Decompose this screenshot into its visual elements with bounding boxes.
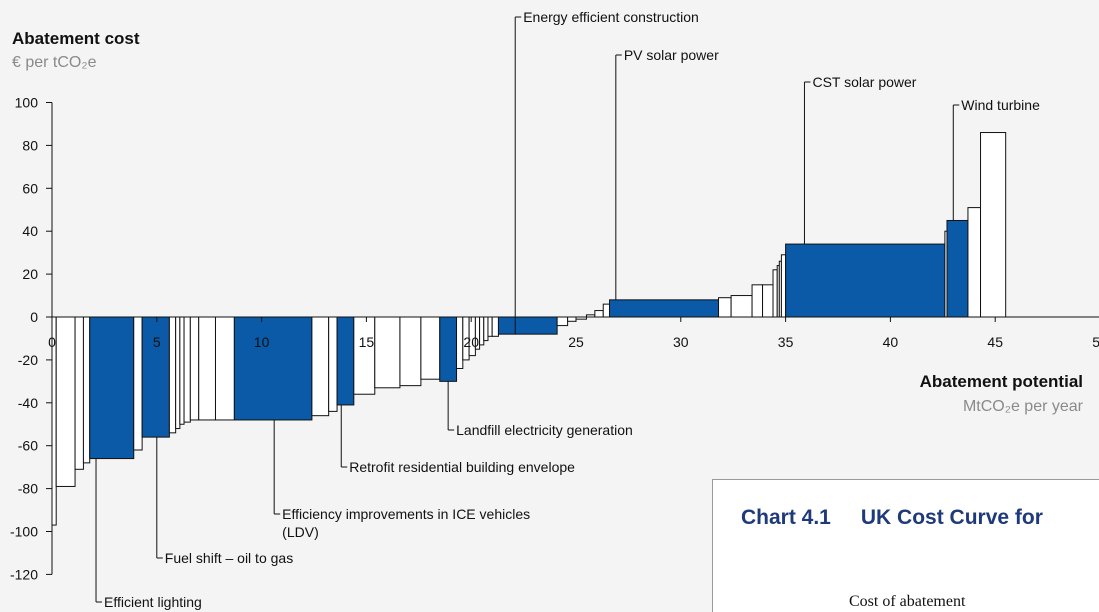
annotation-label: Fuel shift – oil to gas <box>165 550 293 566</box>
annotation-label: Efficiency improvements in ICE vehicles <box>282 506 530 522</box>
y-tick-label: -100 <box>10 524 38 540</box>
bar-40 <box>718 297 732 318</box>
bar-24 <box>456 316 464 369</box>
chart-caption-subtitle: Cost of abatement <box>849 593 966 610</box>
bar-48 <box>785 243 946 318</box>
chart-title: UK Cost Curve for <box>860 506 1043 529</box>
bar-14 <box>214 316 235 421</box>
bar-23 <box>439 316 458 382</box>
bar-22 <box>420 316 441 380</box>
bar-33 <box>556 316 569 327</box>
annotation-label: CST solar power <box>812 74 916 90</box>
annotations-group: Energy efficient construction PV solar po… <box>95 9 1040 610</box>
bar-51 <box>967 207 982 318</box>
bar-47 <box>780 254 787 318</box>
annotation-label: Wind turbine <box>961 97 1040 113</box>
bar-8 <box>168 316 177 434</box>
y-axis-unit: € per tCO₂e <box>12 54 97 71</box>
y-tick-label: -80 <box>18 481 38 497</box>
bar-41 <box>730 295 753 318</box>
annotation-label: Efficient lighting <box>104 594 202 610</box>
bar-12 <box>189 316 200 421</box>
bar-32 <box>497 316 558 335</box>
bar-5 <box>89 316 135 460</box>
y-tick-label: 40 <box>22 223 38 239</box>
bar-21 <box>399 316 422 387</box>
bar-39 <box>609 299 720 318</box>
x-tick-label: 20 <box>463 334 479 350</box>
bar-19 <box>353 316 376 395</box>
bar-37 <box>594 310 604 318</box>
bar-3 <box>74 316 84 470</box>
x-tick-label: 10 <box>254 334 270 350</box>
x-tick-label: 30 <box>673 334 689 350</box>
bar-11 <box>183 316 191 423</box>
bar-42 <box>751 284 764 318</box>
chart-caption-title: Chart 4.1 UK Cost Curve for <box>741 506 1043 530</box>
annotation-label: Landfill electricity generation <box>456 422 633 438</box>
chart-caption-overlay: Chart 4.1 UK Cost Curve for Cost of abate… <box>712 479 1099 612</box>
bar-20 <box>374 316 401 389</box>
bar-50 <box>946 219 969 318</box>
x-tick-label: 35 <box>778 334 794 350</box>
y-tick-label: -120 <box>10 566 38 582</box>
bars-group <box>51 132 1007 526</box>
bar-29 <box>483 316 489 342</box>
annotation-label: PV solar power <box>624 47 719 63</box>
x-tick-label: 25 <box>568 334 584 350</box>
annotation-label-line2: (LDV) <box>282 524 319 540</box>
bar-38 <box>602 303 611 318</box>
y-tick-label: 100 <box>15 95 39 111</box>
x-tick-label: 45 <box>987 334 1003 350</box>
bar-2 <box>55 316 76 487</box>
x-tick-label: 40 <box>883 334 899 350</box>
y-tick-label: -60 <box>18 438 38 454</box>
y-tick-label: 80 <box>22 137 38 153</box>
bar-52 <box>980 132 1007 318</box>
bar-13 <box>198 316 216 421</box>
x-tick-label: 15 <box>359 334 375 350</box>
bar-28 <box>479 316 485 346</box>
bar-6 <box>133 316 143 451</box>
axes-group: 100 80 60 40 20 0 -20 -40 -60 -80 -100 -120 0 5 10 15 20… <box>10 95 1099 582</box>
annotation-label: Energy efficient construction <box>523 9 699 25</box>
chart-number: Chart 4.1 <box>741 506 831 529</box>
x-axis-title: Abatement potential <box>920 372 1083 391</box>
x-axis-unit: MtCO₂e per year <box>963 398 1084 415</box>
bar-18 <box>336 316 355 406</box>
bar-30 <box>487 316 493 337</box>
bar-17 <box>328 316 338 412</box>
bar-44 <box>772 269 778 318</box>
x-tick-label: 5 <box>153 334 161 350</box>
bar-16 <box>311 316 330 417</box>
bar-4 <box>82 316 91 464</box>
x-tick-label: 50 <box>1092 334 1099 350</box>
y-tick-label: 60 <box>22 180 38 196</box>
y-axis-title: Abatement cost <box>12 29 140 48</box>
y-tick-label: -40 <box>18 395 38 411</box>
annotation-label: Retrofit residential building envelope <box>349 459 575 475</box>
bar-43 <box>762 284 774 318</box>
bar-15 <box>233 316 313 421</box>
x-tick-label: 0 <box>48 334 56 350</box>
bar-31 <box>491 316 499 337</box>
bar-9 <box>175 316 181 430</box>
y-tick-label: 0 <box>30 309 38 325</box>
bar-10 <box>179 316 185 425</box>
y-tick-label: -20 <box>18 352 38 368</box>
y-tick-label: 20 <box>22 266 38 282</box>
bar-34 <box>567 316 577 322</box>
